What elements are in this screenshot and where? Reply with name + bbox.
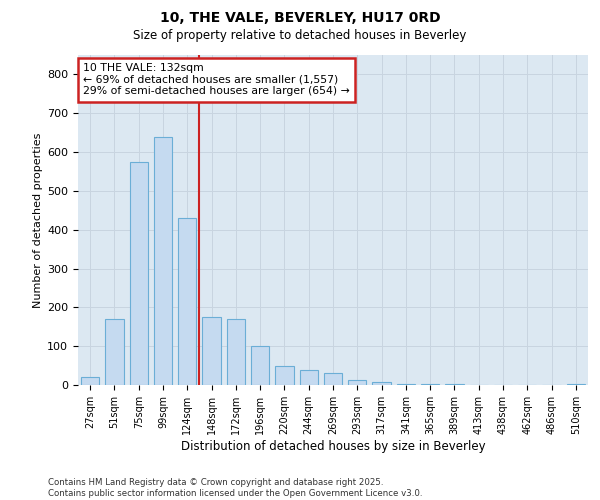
- Bar: [130, 162, 148, 385]
- Bar: [178, 218, 196, 385]
- Text: Contains HM Land Registry data © Crown copyright and database right 2025.
Contai: Contains HM Land Registry data © Crown c…: [48, 478, 422, 498]
- X-axis label: Distribution of detached houses by size in Beverley: Distribution of detached houses by size …: [181, 440, 485, 452]
- Bar: [421, 384, 439, 385]
- Bar: [567, 384, 585, 385]
- Bar: [348, 380, 367, 385]
- Bar: [81, 377, 99, 385]
- Bar: [373, 382, 391, 385]
- Bar: [202, 317, 221, 385]
- Y-axis label: Number of detached properties: Number of detached properties: [33, 132, 43, 308]
- Text: 10, THE VALE, BEVERLEY, HU17 0RD: 10, THE VALE, BEVERLEY, HU17 0RD: [160, 11, 440, 25]
- Bar: [299, 370, 318, 385]
- Text: Size of property relative to detached houses in Beverley: Size of property relative to detached ho…: [133, 29, 467, 42]
- Bar: [324, 372, 342, 385]
- Bar: [275, 366, 293, 385]
- Text: 10 THE VALE: 132sqm
← 69% of detached houses are smaller (1,557)
29% of semi-det: 10 THE VALE: 132sqm ← 69% of detached ho…: [83, 63, 350, 96]
- Bar: [445, 384, 464, 385]
- Bar: [251, 346, 269, 385]
- Bar: [227, 319, 245, 385]
- Bar: [154, 136, 172, 385]
- Bar: [106, 319, 124, 385]
- Bar: [397, 384, 415, 385]
